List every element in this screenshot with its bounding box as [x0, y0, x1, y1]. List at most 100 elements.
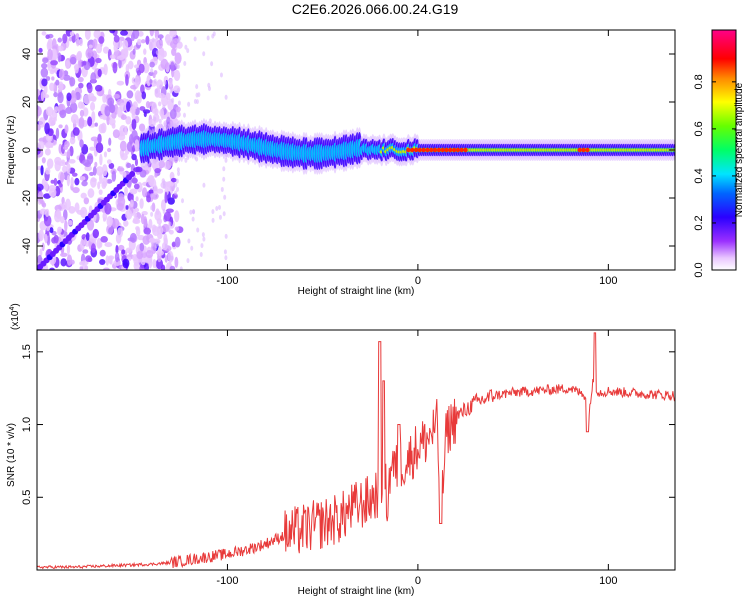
noise-speck [116, 80, 125, 86]
noise-speck [54, 156, 62, 165]
noise-speck [64, 124, 69, 134]
noise-speck [131, 118, 137, 131]
noise-speck [155, 50, 159, 56]
noise-speck [177, 171, 181, 177]
noise-speck [156, 240, 160, 246]
noise-speck [143, 261, 150, 270]
noise-speck [169, 30, 178, 38]
noise-speck [143, 48, 147, 55]
noise-speck [85, 48, 93, 59]
noise-speck [195, 92, 199, 98]
noise-speck [89, 96, 97, 102]
noise-speck [126, 90, 134, 99]
noise-speck [75, 33, 80, 40]
noise-speck [38, 229, 44, 242]
noise-speck [87, 116, 93, 127]
noise-speck [40, 91, 45, 101]
noise-speck [222, 176, 226, 182]
noise-speck [150, 68, 154, 74]
noise-speck [139, 106, 146, 111]
noise-speck [158, 118, 162, 124]
noise-speck [117, 106, 123, 118]
noise-speck [223, 249, 227, 255]
noise-speck [98, 36, 105, 44]
noise-speck [86, 219, 95, 231]
noise-speck [107, 97, 115, 107]
noise-speck [153, 184, 158, 195]
noise-speck [175, 106, 181, 113]
noise-speck [102, 267, 110, 270]
noise-speck [167, 227, 171, 233]
noise-speck [89, 146, 96, 151]
noise-speck [40, 165, 44, 176]
noise-speck [134, 207, 140, 213]
carrier-max [448, 147, 453, 153]
spectrogram-heatmap [37, 30, 675, 270]
noise-speck [57, 226, 63, 234]
noise-speck [174, 52, 182, 65]
x-tick-label: 100 [599, 575, 617, 587]
noise-speck [46, 226, 50, 231]
noise-speck [125, 247, 132, 254]
noise-speck [218, 214, 222, 220]
noise-speck [127, 60, 134, 70]
noise-speck [61, 143, 65, 154]
noise-speck [156, 226, 164, 235]
noise-speck [58, 104, 64, 111]
noise-speck [162, 208, 166, 214]
noise-speck [107, 255, 115, 260]
noise-speck [79, 261, 85, 266]
noise-speck [87, 83, 93, 94]
noise-speck [116, 167, 125, 172]
noise-speck [95, 142, 104, 154]
noise-speck [42, 57, 49, 64]
noise-speck [68, 36, 73, 42]
noise-speck [81, 264, 89, 270]
carrier-max [425, 147, 430, 153]
colorbar-tick-label: 0.2 [693, 215, 705, 230]
noise-speck [39, 197, 44, 204]
noise-speck [160, 39, 164, 45]
spectrogram-y-ticks: -40 -20 0 20 40 [21, 48, 675, 254]
noise-speck [97, 181, 101, 190]
noise-speck [82, 249, 89, 254]
noise-speck [53, 92, 58, 98]
noise-speck [91, 110, 96, 123]
noise-speck [151, 37, 155, 43]
noise-speck [62, 33, 68, 44]
noise-speck [150, 193, 154, 199]
noise-speck [122, 39, 129, 50]
noise-speck [75, 38, 80, 47]
noise-speck [176, 186, 180, 192]
carrier-max [444, 147, 449, 153]
colorbar-tick-label: 0.0 [693, 262, 705, 277]
noise-speck [117, 244, 125, 251]
noise-speck [174, 190, 178, 196]
noise-speck [148, 218, 153, 230]
noise-speck [99, 259, 106, 266]
noise-speck [119, 140, 127, 152]
noise-speck [41, 63, 48, 69]
snr-line [37, 332, 675, 570]
multiplier-close: ) [10, 303, 21, 306]
noise-speck [54, 204, 62, 212]
carrier-max [406, 147, 411, 153]
noise-speck [99, 153, 103, 166]
noise-speck [163, 233, 168, 244]
noise-speck [51, 109, 58, 121]
noise-speck [37, 105, 42, 117]
noise-speck [138, 63, 145, 74]
noise-speck [155, 258, 163, 270]
noise-speck [143, 111, 147, 118]
snr-x-ticks: -100 0 100 [216, 330, 618, 587]
noise-speck [65, 106, 73, 115]
noise-speck [106, 179, 113, 184]
noise-speck [53, 234, 59, 244]
noise-speck [170, 255, 174, 261]
noise-speck [150, 211, 154, 217]
carrier-max [459, 147, 464, 153]
noise-speck [186, 48, 190, 54]
noise-speck [153, 116, 157, 122]
noise-speck [179, 266, 183, 270]
noise-speck [222, 166, 226, 172]
